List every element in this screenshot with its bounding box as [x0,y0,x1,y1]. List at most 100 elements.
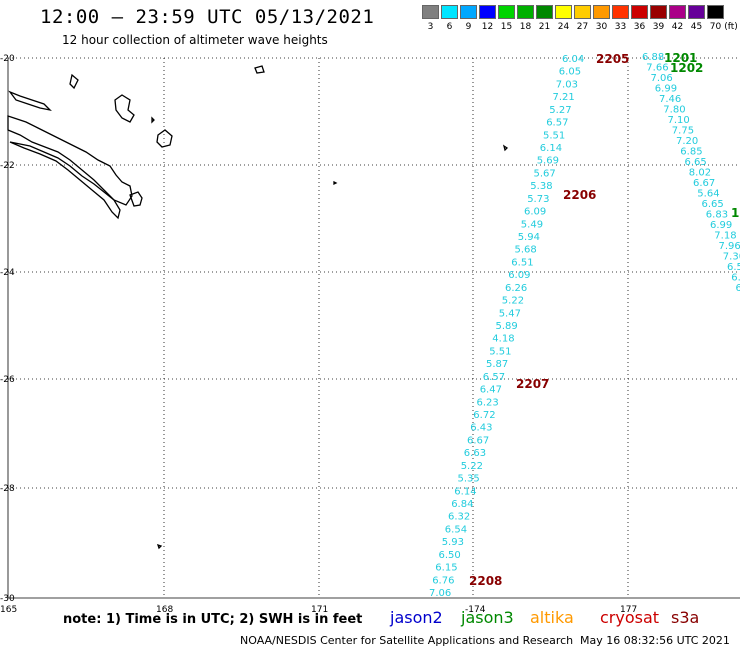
scale-swatch [574,5,591,19]
wave-height-value: 6.76 [432,575,454,586]
scale-label: 15 [500,22,513,32]
latitude-label: -26 [0,375,15,385]
scale-label: 18 [519,22,532,32]
wave-height-value: 5.22 [502,296,524,307]
wave-height-value: 6.23 [477,397,499,408]
wave-height-value: 7.66 [646,63,668,74]
wave-height-value: 7.18 [714,231,736,242]
longitude-label: 171 [311,605,328,615]
wave-height-value: 6.65 [702,199,724,210]
wave-height-value: 7.96 [719,241,740,252]
wave-height-value: 6.63 [464,448,486,459]
wave-height-value: 7.46 [659,94,681,105]
scale-label: 9 [465,22,472,32]
islet-tiny-4 [151,116,155,124]
wave-height-value: 5.51 [489,346,511,357]
latitude-label: -30 [0,594,15,604]
wave-height-value: 5.67 [534,168,556,179]
wave-height-value: 7.75 [672,126,694,137]
satellite-name: altika [530,608,574,627]
satellite-name: jason3 [461,608,514,627]
altimeter-track-values: 6.046.057.037.215.276.575.516.145.695.67… [429,52,740,599]
isle-of-pines [129,191,143,207]
scale-label: 3 [427,22,434,32]
scale-swatch [517,5,534,19]
islet-tiny-2 [333,180,338,186]
wave-height-value: 6.9 [731,273,740,284]
map-subtitle: 12 hour collection of altimeter wave hei… [62,33,328,47]
scale-label: 45 [690,22,703,32]
scale-label: 27 [576,22,589,32]
pass-number-label: 2205 [596,52,629,66]
new-caledonia-coast [7,115,133,206]
wave-height-value: 7.20 [676,136,698,147]
scale-swatch [707,5,724,19]
wave-height-value: 6.4 [736,283,740,294]
wave-height-value: 6.57 [483,372,505,383]
wave-height-value: 7.80 [663,105,685,116]
wave-height-value: 6.72 [473,410,495,421]
scale-swatch [441,5,458,19]
wave-height-value: 7.30 [723,252,740,263]
lifou-island [114,94,135,123]
pass-number-label: 1202 [670,61,703,75]
wave-height-value: 6.43 [470,423,492,434]
wave-height-value: 7.06 [651,73,673,84]
latitude-label: -28 [0,484,15,494]
pass-number-label: 2207 [516,377,549,391]
scale-label: 12 [481,22,494,32]
wave-height-value: 6.99 [655,84,677,95]
scale-swatch [555,5,572,19]
wave-height-value: 5.35 [458,474,480,485]
map-title: 12:00 – 23:59 UTC 05/13/2021 [40,6,375,28]
wave-height-value: 5.94 [518,232,540,243]
wave-height-value: 7.03 [556,79,578,90]
wave-height-value: 4.18 [492,334,514,345]
scale-label: 33 [614,22,627,32]
wave-height-value: 5.89 [496,321,518,332]
pass-number-label: 1201 [664,51,697,65]
longitude-label: 165 [0,605,17,615]
scale-swatch [536,5,553,19]
wave-height-value: 6.83 [706,210,728,221]
wave-height-value: 5.51 [543,130,565,141]
scale-label: 24 [557,22,570,32]
wave-height-value: 5.64 [697,189,719,200]
mare-island [156,129,173,148]
scale-label: 30 [595,22,608,32]
wave-height-value: 6.99 [710,220,732,231]
scale-unit: (ft) [724,22,738,32]
scale-label: 42 [671,22,684,32]
latitude-label: -20 [0,54,15,64]
wave-height-value: 5.93 [442,537,464,548]
wave-height-value: 5.68 [515,245,537,256]
islet-tiny-1 [502,144,509,152]
belep-islands [8,90,52,112]
wave-height-value: 6.05 [559,67,581,78]
wave-height-value: 7.10 [668,115,690,126]
wave-height-value: 6.67 [467,435,489,446]
wave-height-value: 5.87 [486,359,508,370]
wave-height-value: 6.26 [505,283,527,294]
scale-swatch [631,5,648,19]
wave-height-value: 5.22 [461,461,483,472]
longitude-label: -174 [465,605,486,615]
new-caledonia-inner-coast [9,141,121,220]
latitude-label: -22 [0,161,15,171]
scale-swatch [593,5,610,19]
wave-height-value: 6.65 [685,157,707,168]
generation-timestamp: May 16 08:32:56 UTC 2021 [580,634,730,647]
credit-line: NOAA/NESDIS Center for Satellite Applica… [240,634,574,647]
wave-height-value: 6.88 [642,52,664,63]
scale-swatch [669,5,686,19]
scale-swatch [498,5,515,19]
wave-height-value: 6.67 [693,178,715,189]
wave-height-value: 6.54 [445,524,467,535]
satellite-name: cryosat [600,608,660,627]
units-note: note: 1) Time is in UTC; 2) SWH is in fe… [63,612,363,627]
pass-number-label: 2206 [563,188,596,202]
wave-height-value: 5.73 [527,194,549,205]
wave-height-value: 6.09 [508,270,530,281]
